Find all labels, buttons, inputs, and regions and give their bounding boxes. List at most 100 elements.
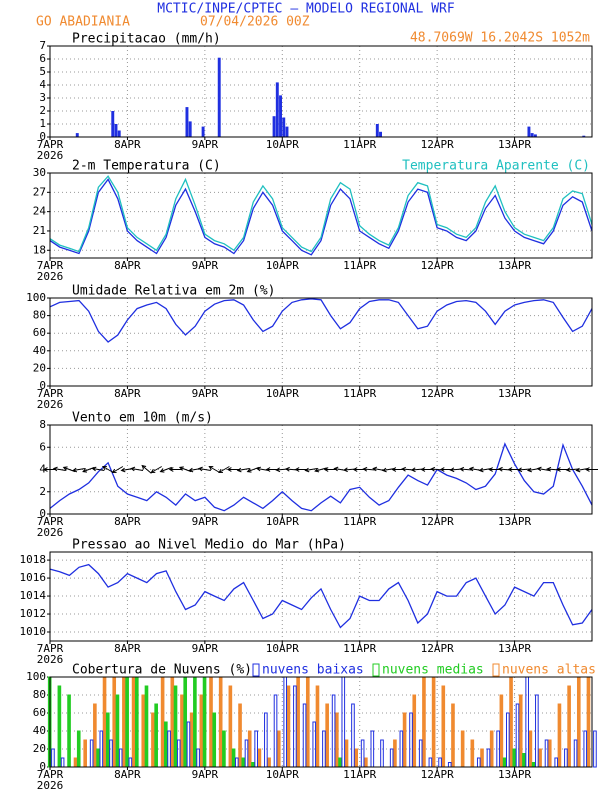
- bar: [322, 730, 326, 768]
- y-tick-label: 20: [33, 742, 46, 755]
- bar: [576, 676, 581, 768]
- x-tick-label: 9APR: [192, 642, 219, 655]
- x-tick-label: 13APR: [498, 259, 531, 272]
- bar: [305, 676, 310, 768]
- bar: [375, 124, 379, 137]
- bar: [114, 124, 118, 137]
- bar: [128, 757, 133, 768]
- y-tick-label: 40: [33, 724, 46, 737]
- x-tick-label: 8APR: [114, 387, 141, 400]
- bar: [535, 694, 539, 768]
- bar: [167, 730, 171, 768]
- bar: [431, 676, 436, 768]
- wind-arrow: [150, 466, 162, 474]
- bar: [286, 685, 291, 768]
- wind-arrow: [459, 466, 473, 472]
- bar: [105, 712, 110, 768]
- bar: [122, 676, 126, 768]
- bar: [586, 676, 591, 768]
- bar: [567, 685, 571, 768]
- bar: [393, 739, 397, 768]
- x-tick-label: 9APR: [192, 259, 219, 272]
- bar: [185, 107, 189, 137]
- bar: [451, 703, 455, 768]
- bar: [302, 703, 307, 768]
- bar: [512, 748, 517, 768]
- bar: [111, 111, 115, 137]
- y-tick-label: 4: [39, 78, 46, 91]
- y-tick-label: 20: [33, 361, 46, 374]
- y-tick-label: 40: [33, 344, 46, 357]
- bar: [531, 762, 536, 768]
- y-tick-label: 7: [39, 39, 46, 52]
- x-tick-label: 7APR: [37, 768, 64, 781]
- y-tick-label: 80: [33, 688, 46, 701]
- bar: [276, 730, 281, 768]
- bar: [506, 712, 510, 768]
- bar: [235, 757, 239, 768]
- bar: [267, 757, 271, 768]
- bar: [193, 676, 197, 768]
- bar: [533, 134, 537, 137]
- bar: [379, 131, 382, 137]
- series-line: [49, 175, 593, 253]
- bar: [293, 685, 297, 768]
- bar: [209, 676, 213, 768]
- bar: [75, 133, 79, 137]
- x-tick-label: 12APR: [421, 515, 454, 528]
- wind-arrow: [536, 466, 550, 472]
- x-year-label: 2026: [37, 779, 64, 792]
- bar: [489, 730, 494, 768]
- wind-arrow: [304, 467, 318, 473]
- y-tick-label: 2: [39, 104, 46, 117]
- wind-arrow: [72, 467, 85, 473]
- bar: [338, 757, 342, 768]
- x-year-label: 2026: [37, 526, 64, 539]
- bar: [51, 748, 55, 768]
- wind-arrow: [101, 465, 114, 473]
- y-tick-label: 21: [33, 224, 46, 237]
- legend-swatch: [372, 663, 380, 677]
- bar: [93, 703, 97, 768]
- bar: [470, 739, 475, 768]
- y-tick-label: 8: [39, 418, 46, 431]
- legend-swatch: [492, 663, 500, 677]
- bar: [547, 739, 552, 768]
- wind-arrow: [218, 466, 230, 474]
- bar: [151, 712, 155, 768]
- bar: [325, 703, 329, 768]
- bar: [530, 133, 534, 137]
- legend-swatch: [252, 663, 260, 677]
- x-tick-label: 11APR: [343, 642, 376, 655]
- wind-arrow: [294, 467, 308, 472]
- panel-title: Vento em 10m (m/s): [72, 411, 213, 426]
- x-tick-label: 10APR: [266, 259, 299, 272]
- bar: [557, 703, 562, 768]
- bar: [364, 757, 368, 768]
- bar: [125, 676, 129, 768]
- bar: [344, 739, 349, 768]
- bar: [315, 685, 320, 768]
- bar: [486, 748, 491, 768]
- x-tick-label: 9APR: [192, 515, 219, 528]
- bar: [144, 685, 149, 768]
- bar: [154, 703, 158, 768]
- wind-arrow: [226, 467, 240, 472]
- bar: [502, 757, 507, 768]
- x-tick-label: 8APR: [114, 259, 141, 272]
- bar: [112, 676, 117, 768]
- bar: [96, 748, 100, 768]
- wind-arrow: [91, 466, 105, 472]
- bar: [412, 694, 417, 768]
- x-tick-label: 13APR: [498, 515, 531, 528]
- bar: [164, 721, 168, 768]
- bar: [583, 730, 588, 768]
- bar: [441, 685, 446, 768]
- bar: [331, 694, 336, 768]
- page-title: MCTIC/INPE/CPTEC – MODELO REGIONAL WRF: [157, 2, 455, 17]
- x-tick-label: 7APR: [37, 387, 64, 400]
- x-tick-label: 13APR: [498, 642, 531, 655]
- x-tick-label: 8APR: [114, 138, 141, 151]
- wind-arrow: [565, 467, 579, 473]
- bar: [76, 730, 81, 768]
